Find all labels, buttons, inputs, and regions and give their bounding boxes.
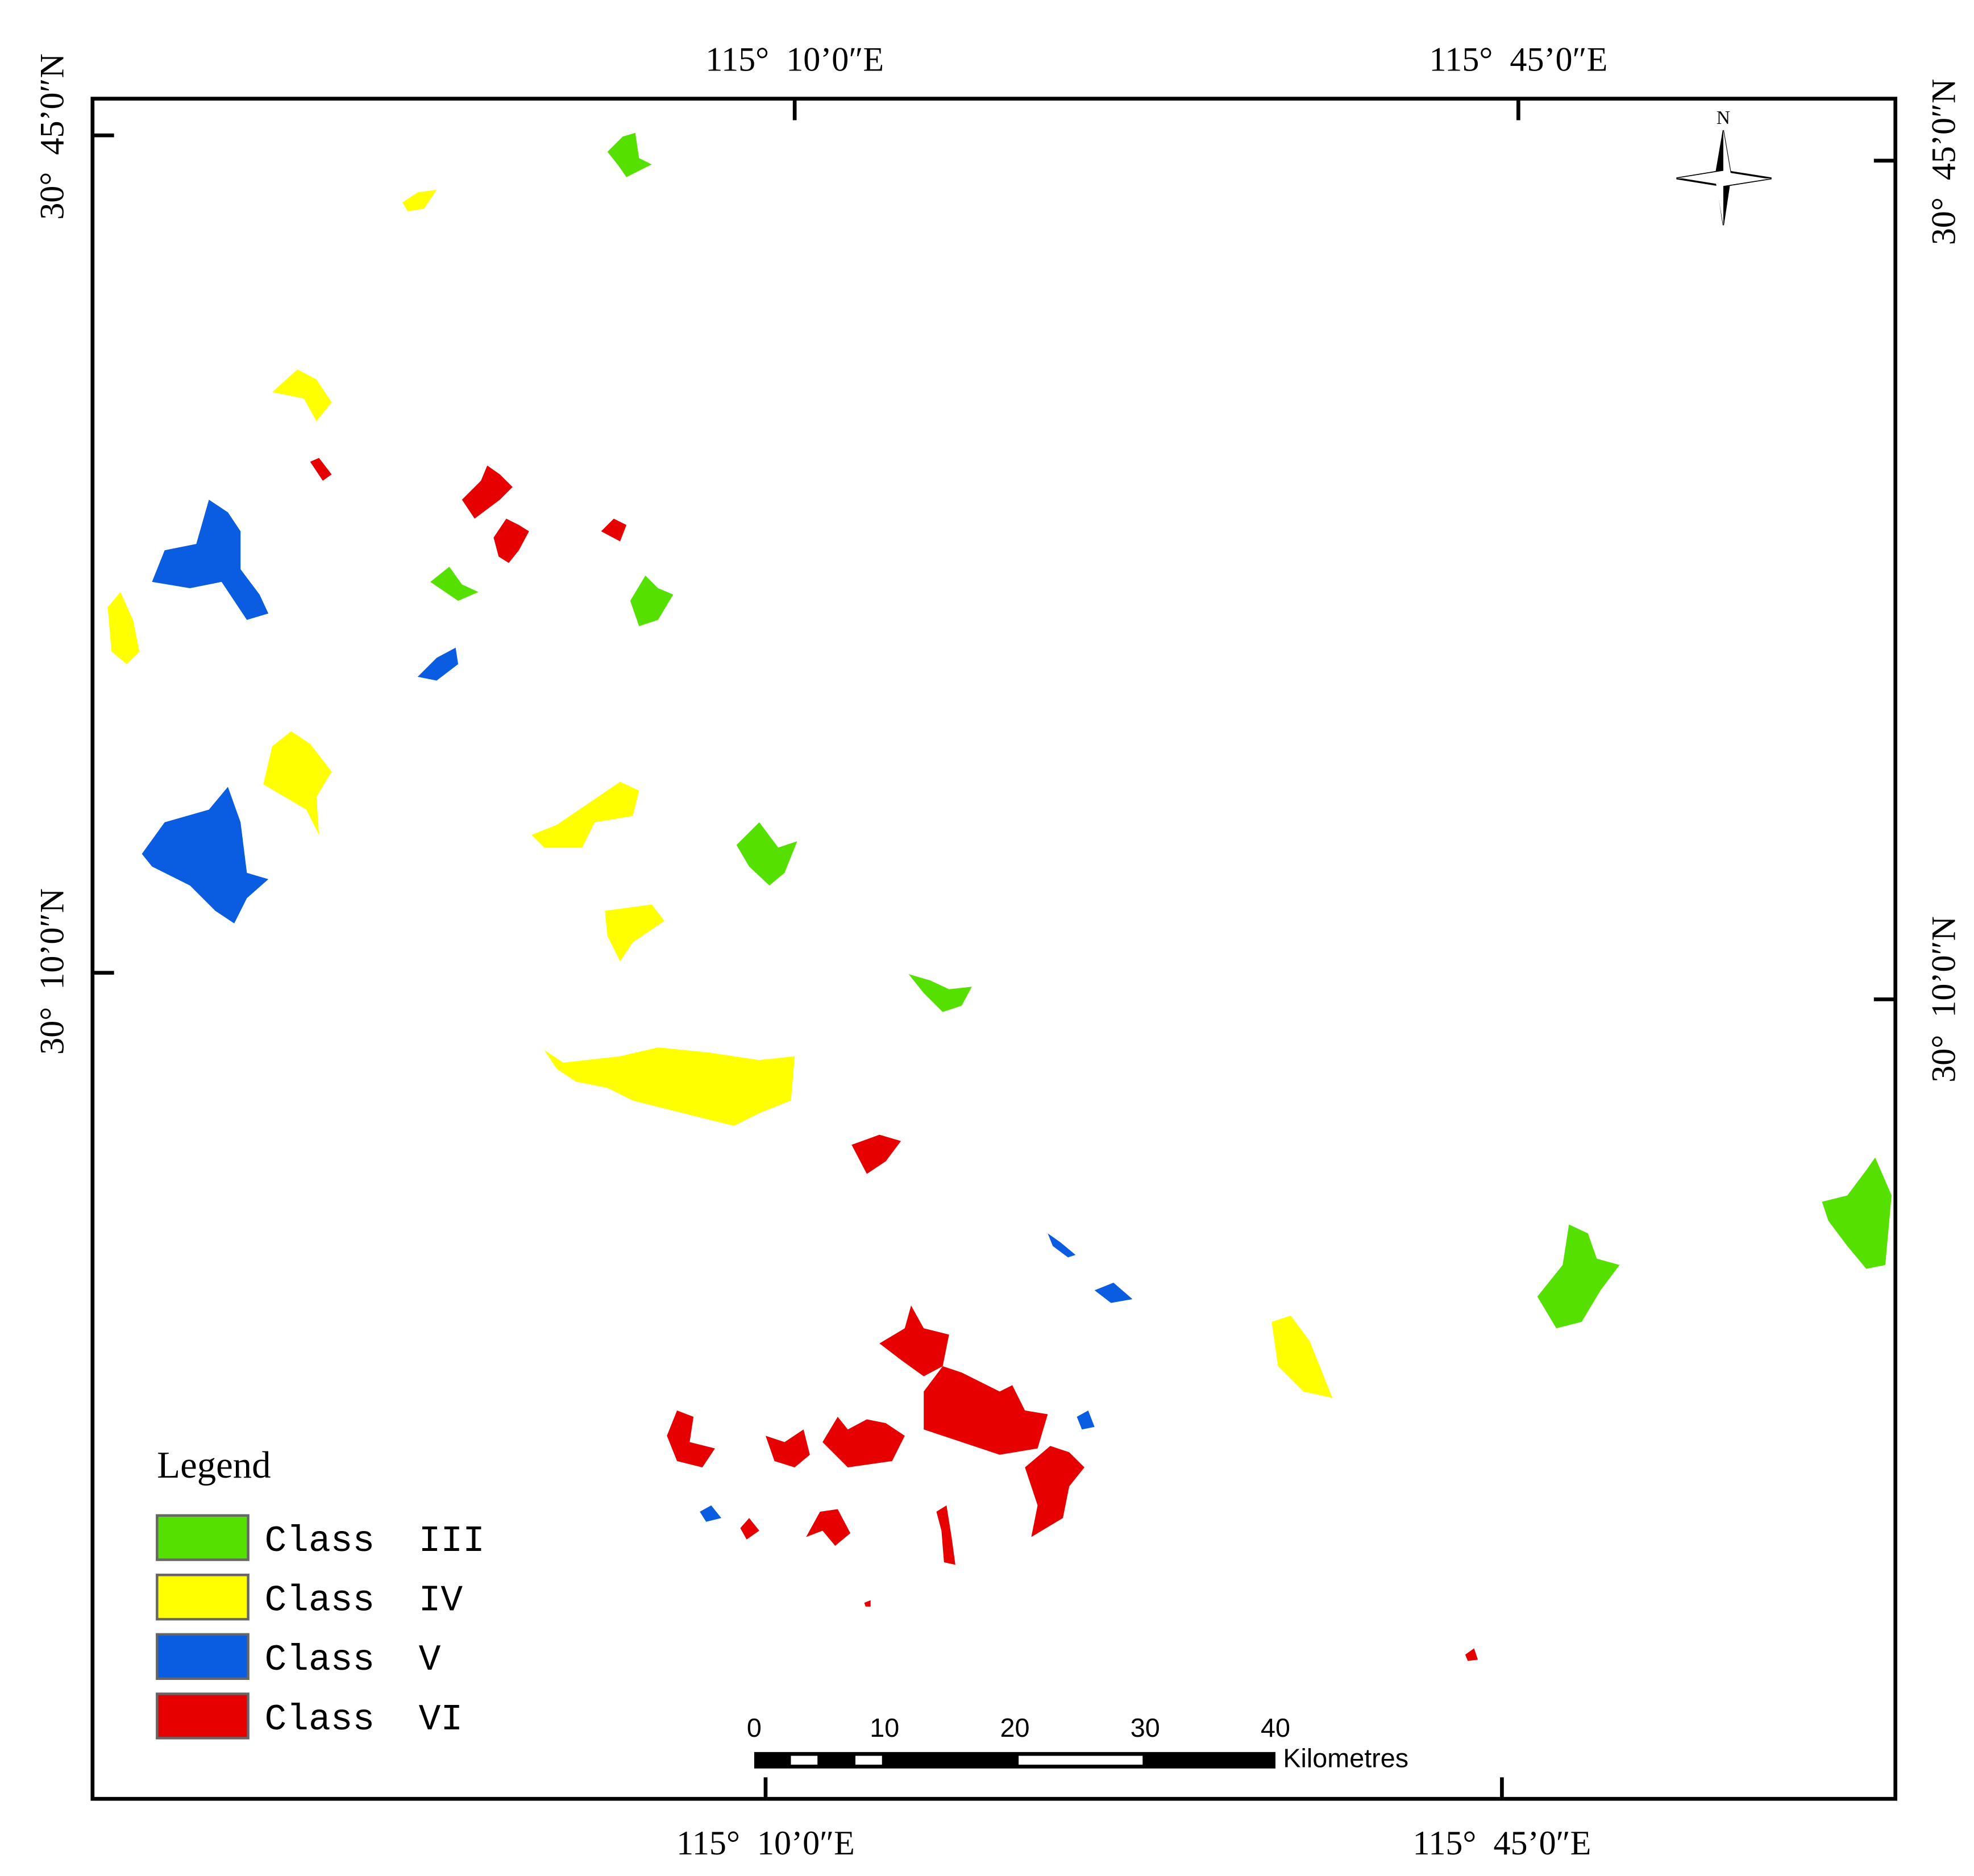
north-arrow: N bbox=[1676, 107, 1772, 226]
lake bbox=[531, 781, 639, 848]
legend-label: Class III bbox=[265, 1521, 485, 1562]
lake bbox=[263, 731, 332, 835]
scale-label: 20 bbox=[1000, 1713, 1029, 1742]
legend-swatch bbox=[156, 1692, 250, 1740]
lake bbox=[864, 1600, 871, 1607]
longitude-label: 115° 45’0″E bbox=[1429, 40, 1607, 78]
north-label: N bbox=[1717, 107, 1730, 128]
scale-bar-segment bbox=[1019, 1756, 1143, 1765]
north-arrow-highlight bbox=[1676, 130, 1772, 226]
lake bbox=[700, 1505, 722, 1522]
lake bbox=[417, 647, 459, 681]
scale-bar-segment bbox=[791, 1756, 818, 1765]
lake bbox=[272, 369, 332, 422]
longitude-label: 115° 10’0″E bbox=[705, 40, 884, 78]
lake bbox=[667, 1410, 715, 1468]
scale-label: 10 bbox=[870, 1713, 899, 1742]
lake bbox=[740, 1518, 759, 1540]
latitude-label: 30° 45’0″N bbox=[1924, 79, 1962, 246]
lake bbox=[107, 592, 140, 664]
lake bbox=[402, 189, 437, 211]
longitude-label: 115° 10’0″E bbox=[676, 1824, 855, 1862]
lake bbox=[736, 822, 797, 886]
lake bbox=[1077, 1410, 1095, 1430]
lakes bbox=[107, 132, 1892, 1661]
scale-unit: Kilometres bbox=[1283, 1744, 1408, 1773]
lake bbox=[1465, 1648, 1478, 1661]
legend-swatch bbox=[156, 1633, 250, 1680]
lake bbox=[544, 1047, 795, 1126]
lake bbox=[936, 1505, 955, 1565]
scale-bar-segment bbox=[855, 1756, 882, 1765]
legend-label: Class V bbox=[265, 1640, 441, 1681]
lake bbox=[1537, 1224, 1620, 1329]
lake bbox=[630, 575, 674, 626]
legend-title: Legend bbox=[157, 1445, 271, 1486]
lake bbox=[1048, 1233, 1076, 1258]
lake bbox=[493, 518, 529, 563]
lake bbox=[152, 500, 269, 620]
lake bbox=[1025, 1446, 1084, 1537]
legend-swatch bbox=[156, 1574, 250, 1621]
latitude-label: 30° 10’0″N bbox=[1924, 916, 1962, 1083]
map-frame bbox=[90, 97, 1898, 1801]
lake bbox=[1094, 1283, 1133, 1303]
legend-swatch bbox=[156, 1514, 250, 1561]
lake bbox=[1271, 1315, 1333, 1398]
latitude-label: 30° 10’0″N bbox=[33, 888, 71, 1055]
lake bbox=[879, 1305, 949, 1376]
scale-bar-body bbox=[754, 1752, 1276, 1769]
lake bbox=[607, 132, 652, 177]
longitude-label: 115° 45’0″E bbox=[1413, 1824, 1591, 1862]
lake bbox=[765, 1429, 810, 1468]
legend: Class III Class IV Class V Class VI bbox=[156, 1514, 485, 1741]
lake bbox=[822, 1417, 905, 1468]
scale-label: 0 bbox=[747, 1713, 762, 1742]
legend-label: Class IV bbox=[265, 1580, 463, 1622]
lake bbox=[310, 457, 332, 481]
lake bbox=[924, 1366, 1048, 1455]
legend-label: Class VI bbox=[265, 1699, 463, 1741]
scale-bar: Kilometres 0 10 20 30 40 bbox=[747, 1713, 1408, 1773]
lake bbox=[462, 465, 513, 519]
frame-ticks bbox=[92, 98, 1896, 1799]
lake bbox=[142, 787, 269, 924]
lake bbox=[605, 904, 664, 962]
scale-label: 30 bbox=[1131, 1713, 1160, 1742]
latitude-label: 30° 45’0″N bbox=[33, 53, 71, 220]
lake bbox=[908, 974, 972, 1012]
lake bbox=[806, 1509, 851, 1546]
lake bbox=[430, 567, 479, 601]
lake bbox=[1822, 1157, 1892, 1269]
scale-label: 40 bbox=[1261, 1713, 1290, 1742]
lake bbox=[601, 518, 627, 542]
lake bbox=[851, 1134, 901, 1174]
